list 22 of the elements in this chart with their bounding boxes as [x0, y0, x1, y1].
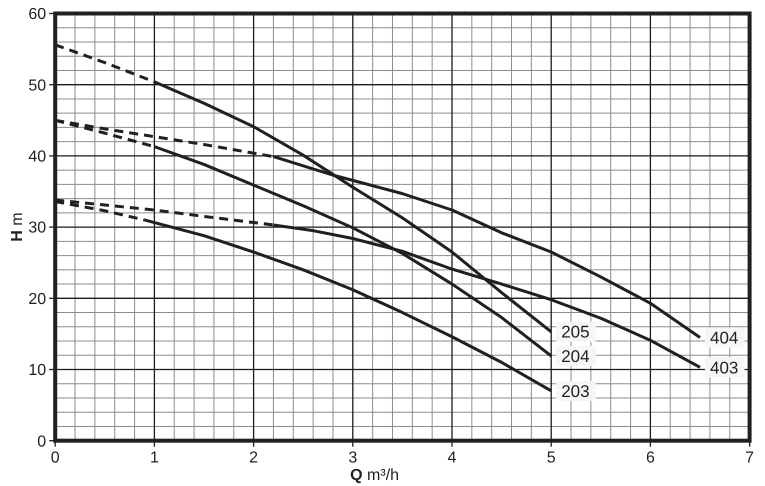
y-tick-label: 30: [28, 220, 46, 237]
x-tick-label: 6: [646, 450, 655, 467]
x-tick-label: 3: [348, 450, 358, 467]
x-tick-label: 4: [448, 450, 457, 467]
y-tick-label: 50: [28, 77, 46, 94]
y-tick-label: 10: [28, 362, 46, 380]
x-axis-title: Q m³/h: [350, 467, 400, 484]
x-tick-label: 2: [249, 450, 258, 467]
y-tick-label: 40: [28, 148, 46, 166]
series-label: 403: [710, 358, 738, 378]
x-tick-label: 5: [546, 450, 556, 467]
y-axis-title: H m: [9, 212, 26, 242]
series-label: 205: [561, 322, 590, 342]
x-tick-label: 7: [745, 450, 754, 467]
x-tick-label: 1: [150, 450, 159, 467]
series-label: 404: [710, 328, 738, 348]
y-tick-label: 0: [37, 433, 46, 450]
y-tick-label: 60: [28, 6, 46, 24]
series-label: 204: [561, 346, 590, 366]
series-label: 203: [561, 382, 590, 401]
y-tick-label: 20: [28, 290, 46, 308]
x-tick-label: 0: [50, 450, 60, 467]
